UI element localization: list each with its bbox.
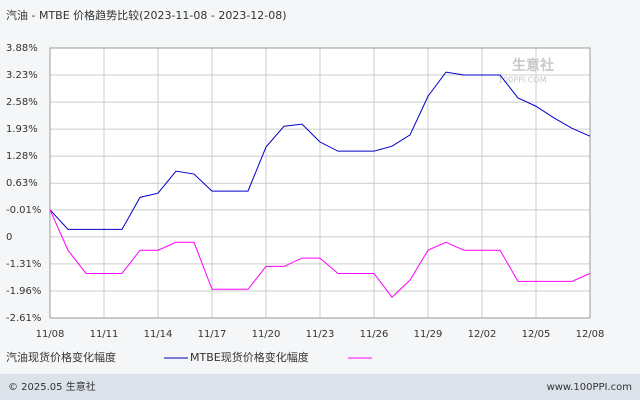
footer-left: © 2025.05 生意社 <box>8 380 96 393</box>
y-tick-label: 0.63% <box>6 178 38 189</box>
y-tick-label: 0 <box>6 232 12 243</box>
chart-title: 汽油 - MTBE 价格趋势比较(2023-11-08 - 2023-12-08… <box>6 8 287 22</box>
y-tick-label: -1.31% <box>6 259 41 270</box>
x-tick-label: 11/17 <box>198 329 227 340</box>
legend-label: MTBE现货价格变化幅度 <box>190 350 309 364</box>
y-tick-label: 3.88% <box>6 43 38 54</box>
x-tick-label: 11/11 <box>90 329 119 340</box>
watermark-sub: 100PPI.COM <box>498 76 547 85</box>
series-line <box>49 71 591 230</box>
footer-right: www.100PPI.com <box>547 382 632 393</box>
legend-label: 汽油现货价格变化幅度 <box>6 350 116 364</box>
y-tick-label: 1.28% <box>6 151 38 162</box>
y-tick-label: -2.61% <box>6 313 41 324</box>
plot-border <box>49 47 591 319</box>
x-tick-label: 11/20 <box>252 329 281 340</box>
y-tick-label: -0.01% <box>6 205 41 216</box>
series-line <box>49 209 591 298</box>
x-tick-label: 12/05 <box>522 329 551 340</box>
y-tick-label: 1.93% <box>6 124 38 135</box>
y-tick-label: -1.96% <box>6 286 41 297</box>
x-tick-label: 12/02 <box>468 329 497 340</box>
x-tick-label: 12/08 <box>576 329 605 340</box>
x-tick-label: 11/23 <box>306 329 335 340</box>
x-tick-label: 11/29 <box>414 329 443 340</box>
y-tick-label: 3.23% <box>6 70 38 81</box>
watermark: 生意社 <box>512 57 554 74</box>
x-tick-label: 11/26 <box>360 329 389 340</box>
y-tick-label: 2.58% <box>6 97 38 108</box>
x-tick-label: 11/14 <box>144 329 173 340</box>
footer-bar <box>0 374 640 400</box>
x-tick-label: 11/08 <box>36 329 65 340</box>
